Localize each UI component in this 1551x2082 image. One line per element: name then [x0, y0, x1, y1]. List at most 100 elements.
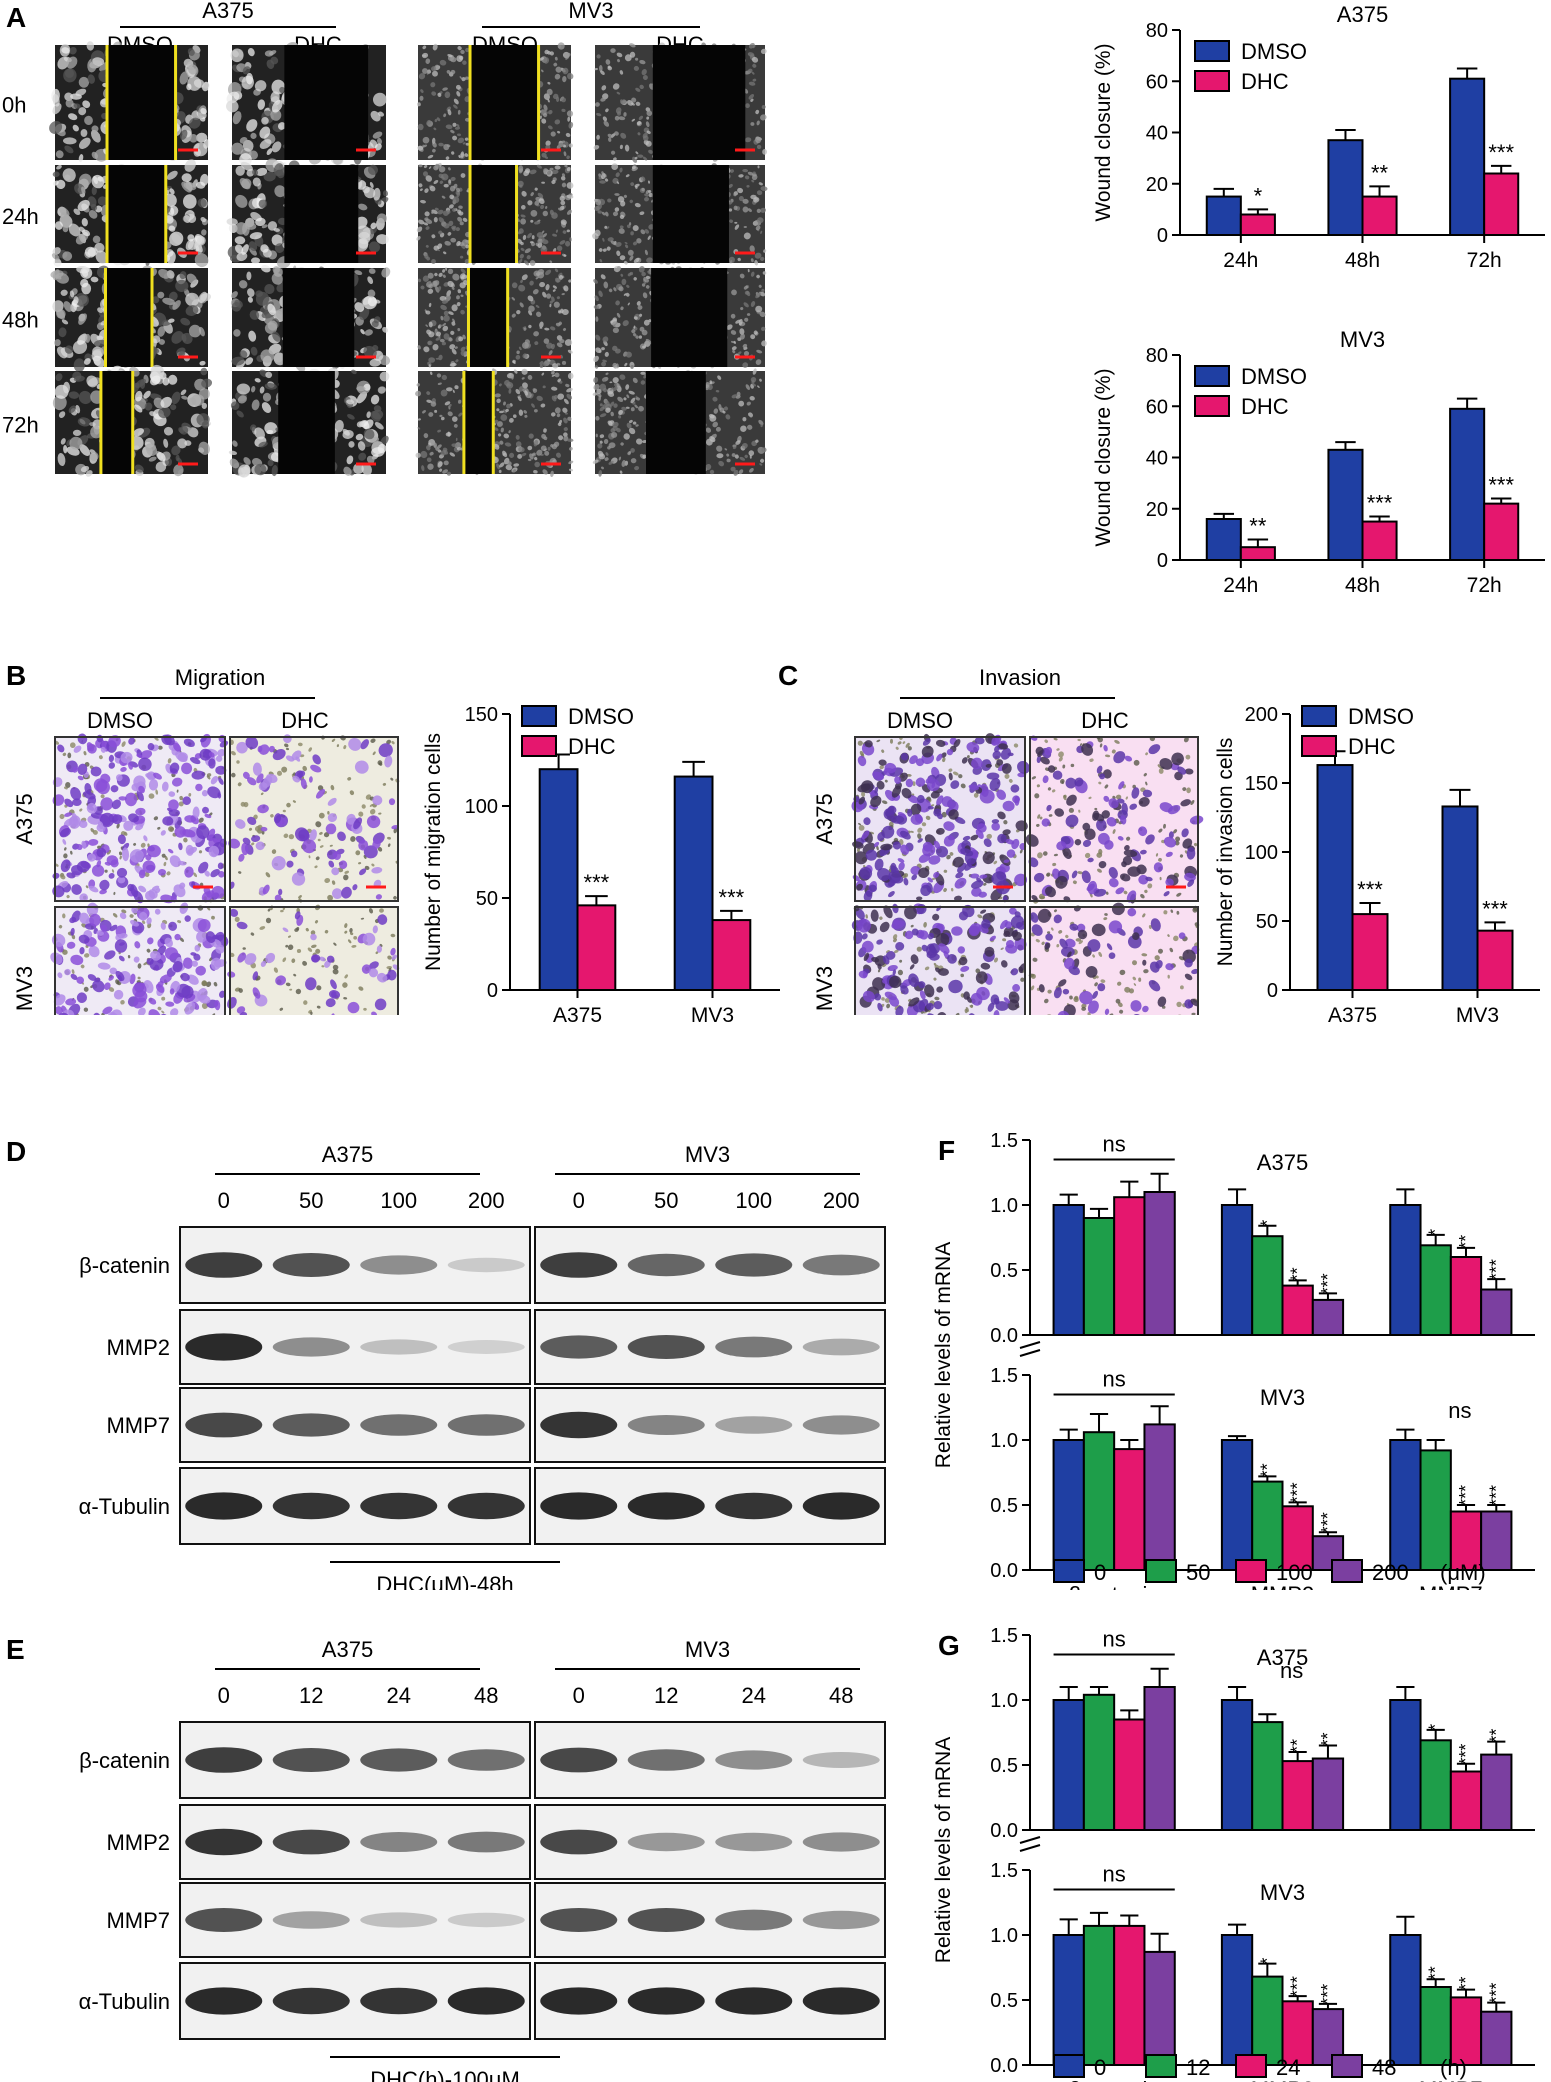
- cell-speck: [743, 232, 751, 240]
- cell-speck: [249, 232, 263, 240]
- cell-speck: [551, 169, 559, 175]
- cell-speck: [443, 210, 449, 216]
- cell-speck: [562, 308, 569, 316]
- cell-speck: [751, 71, 755, 75]
- cell-speck: [566, 155, 570, 160]
- cell-speck: [635, 101, 641, 106]
- cell-speck: [433, 179, 439, 185]
- cell-speck: [432, 344, 439, 351]
- cell-speck: [418, 219, 425, 225]
- cell-speck: [450, 330, 455, 335]
- cell-speck: [552, 285, 557, 289]
- cell-speck: [607, 66, 613, 71]
- cell-speck: [644, 193, 649, 197]
- cell-speck: [555, 229, 558, 233]
- cell-speck: [434, 272, 438, 277]
- cell-speck: [428, 166, 432, 169]
- cell-speck: [640, 176, 646, 182]
- cell-speck: [417, 278, 422, 283]
- cell-speck: [75, 292, 89, 307]
- cell-speck: [750, 258, 754, 263]
- cell-speck: [566, 229, 570, 233]
- cell-speck: [624, 144, 630, 152]
- cell-speck: [598, 173, 602, 178]
- cell-speck: [445, 124, 453, 130]
- cell-speck: [420, 89, 424, 93]
- cell-speck: [152, 335, 161, 344]
- transwell-treatment-label: DMSO: [87, 708, 153, 733]
- cell-speck: [84, 246, 96, 258]
- wound-gap: [107, 45, 176, 160]
- cell-speck: [437, 92, 442, 97]
- cell-speck: [568, 279, 572, 283]
- cell-speck: [461, 77, 466, 82]
- cell-speck: [60, 289, 68, 296]
- cell-speck: [610, 240, 617, 246]
- cell-speck: [602, 248, 607, 252]
- cell-speck: [458, 155, 461, 159]
- wound-gap: [468, 268, 508, 367]
- cell-speck: [763, 249, 767, 253]
- cell-speck: [421, 52, 429, 59]
- cell-speck: [448, 204, 454, 209]
- cell-speck: [556, 245, 563, 252]
- cell-speck: [557, 130, 561, 134]
- panel-a-time-label: 0h: [2, 93, 26, 118]
- cell-speck: [564, 164, 568, 168]
- cell-speck: [631, 118, 636, 122]
- cell-speck: [521, 274, 528, 281]
- cell-speck: [745, 103, 750, 109]
- cell-speck: [52, 247, 61, 255]
- cell-speck: [438, 217, 445, 223]
- cell-speck: [641, 187, 645, 192]
- cell-speck: [73, 208, 81, 216]
- cell-speck: [555, 322, 561, 327]
- cell-speck: [531, 235, 535, 240]
- cell-speck: [517, 238, 523, 244]
- cell-speck: [367, 164, 379, 175]
- cell-speck: [533, 331, 539, 337]
- cell-speck: [368, 268, 376, 274]
- cell-speck: [176, 347, 186, 356]
- cell-speck: [452, 135, 458, 141]
- cell-speck: [452, 122, 457, 127]
- cell-speck: [425, 226, 430, 230]
- cell-speck: [453, 196, 460, 204]
- cell-speck: [443, 223, 450, 229]
- cell-speck: [519, 253, 524, 259]
- cell-speck: [433, 280, 440, 287]
- cell-speck: [630, 231, 634, 236]
- cell-speck: [532, 289, 539, 295]
- cell-speck: [78, 76, 90, 88]
- transwell-treatment-label: DMSO: [887, 708, 953, 733]
- cell-speck: [524, 248, 531, 254]
- cell-speck: [249, 310, 260, 320]
- cell-speck: [197, 236, 206, 246]
- cell-speck: [523, 260, 530, 266]
- cell-speck: [560, 200, 566, 206]
- cell-speck: [558, 142, 564, 148]
- cell-speck: [431, 210, 435, 214]
- cell-speck: [64, 345, 74, 354]
- cell-speck: [450, 176, 456, 182]
- cell-speck: [597, 210, 602, 214]
- cell-speck: [445, 156, 450, 160]
- cell-speck: [549, 167, 554, 171]
- cell-speck: [562, 76, 567, 83]
- cell-speck: [259, 139, 272, 150]
- cell-speck: [271, 141, 282, 153]
- cell-speck: [373, 316, 381, 324]
- cell-speck: [65, 99, 74, 108]
- cell-speck: [81, 186, 86, 195]
- cell-speck: [760, 48, 767, 55]
- cell-speck: [241, 244, 249, 255]
- cell-speck: [271, 234, 283, 246]
- cell-speck: [64, 145, 74, 154]
- cell-speck: [199, 360, 206, 366]
- cell-speck: [78, 226, 86, 233]
- cell-speck: [425, 175, 433, 182]
- cell-speck: [619, 70, 624, 75]
- cell-speck: [188, 324, 202, 338]
- cell-speck: [598, 248, 603, 252]
- wound-gap: [107, 165, 166, 263]
